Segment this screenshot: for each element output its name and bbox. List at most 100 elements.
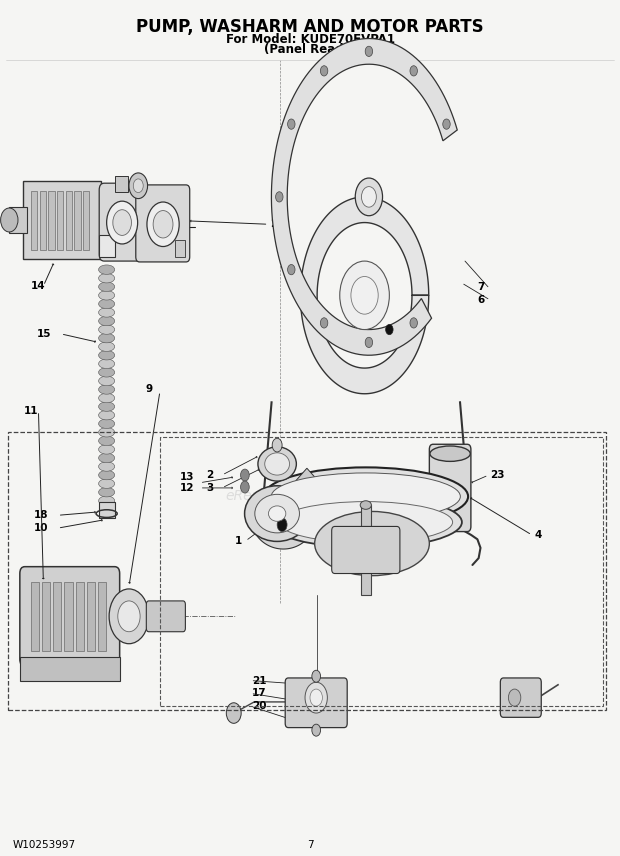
Ellipse shape <box>99 437 115 446</box>
Text: 3: 3 <box>206 483 213 493</box>
Text: 16: 16 <box>306 524 320 534</box>
Circle shape <box>241 481 249 493</box>
Text: 8: 8 <box>353 469 361 479</box>
Bar <box>83 191 89 250</box>
Bar <box>361 505 371 595</box>
Circle shape <box>288 119 295 129</box>
Bar <box>9 207 27 233</box>
Polygon shape <box>293 468 321 499</box>
Ellipse shape <box>99 428 115 437</box>
Bar <box>160 437 603 706</box>
Circle shape <box>443 119 450 129</box>
Text: (Panel Ready): (Panel Ready) <box>264 43 356 56</box>
Text: 5: 5 <box>350 481 358 491</box>
Ellipse shape <box>99 445 115 454</box>
Bar <box>42 582 50 651</box>
Circle shape <box>365 337 373 348</box>
Circle shape <box>288 265 295 275</box>
Ellipse shape <box>430 446 470 461</box>
Polygon shape <box>272 39 458 355</box>
FancyBboxPatch shape <box>500 678 541 717</box>
Text: 7: 7 <box>477 282 485 292</box>
Circle shape <box>113 210 131 235</box>
Ellipse shape <box>244 486 310 542</box>
Circle shape <box>226 703 241 723</box>
Bar <box>8 432 606 710</box>
Circle shape <box>340 261 389 330</box>
Ellipse shape <box>258 447 296 481</box>
FancyBboxPatch shape <box>23 181 101 259</box>
Bar <box>99 502 115 518</box>
Bar <box>76 582 84 651</box>
Bar <box>64 582 73 651</box>
Circle shape <box>312 670 321 682</box>
Ellipse shape <box>255 495 299 532</box>
Text: 12: 12 <box>180 483 194 493</box>
Circle shape <box>355 178 383 216</box>
Bar <box>115 176 128 192</box>
Ellipse shape <box>99 300 115 309</box>
Ellipse shape <box>360 501 371 509</box>
Text: 21: 21 <box>252 675 266 686</box>
Ellipse shape <box>99 377 115 385</box>
Circle shape <box>386 324 393 335</box>
Circle shape <box>118 601 140 632</box>
Bar <box>74 191 81 250</box>
Bar <box>99 235 115 257</box>
Ellipse shape <box>99 496 115 505</box>
Circle shape <box>305 682 327 713</box>
FancyBboxPatch shape <box>332 526 400 574</box>
Text: W10253997: W10253997 <box>12 840 76 850</box>
Ellipse shape <box>99 342 115 352</box>
Ellipse shape <box>271 473 460 520</box>
Circle shape <box>312 724 321 736</box>
Circle shape <box>107 201 138 244</box>
Ellipse shape <box>270 496 462 548</box>
Circle shape <box>275 192 283 202</box>
Text: 7: 7 <box>307 840 313 850</box>
Text: 11: 11 <box>24 406 38 416</box>
Ellipse shape <box>99 410 115 420</box>
Ellipse shape <box>99 368 115 377</box>
Bar <box>66 191 72 250</box>
Text: For Model: KUDE70FVPA1: For Model: KUDE70FVPA1 <box>226 33 394 46</box>
Ellipse shape <box>99 308 115 318</box>
Circle shape <box>508 689 521 706</box>
Polygon shape <box>253 502 316 549</box>
Circle shape <box>272 438 282 452</box>
Text: 15: 15 <box>37 329 51 339</box>
Text: 2: 2 <box>206 470 213 480</box>
Text: 13: 13 <box>180 472 194 482</box>
Bar <box>48 191 55 250</box>
Bar <box>20 657 120 681</box>
Bar <box>31 191 37 250</box>
Ellipse shape <box>99 454 115 462</box>
Ellipse shape <box>99 479 115 488</box>
FancyBboxPatch shape <box>136 185 190 262</box>
Ellipse shape <box>265 453 290 475</box>
Ellipse shape <box>314 512 429 576</box>
Ellipse shape <box>99 462 115 471</box>
Text: 17: 17 <box>252 688 267 698</box>
Circle shape <box>241 469 249 481</box>
FancyBboxPatch shape <box>146 601 185 632</box>
Circle shape <box>365 46 373 56</box>
Polygon shape <box>301 197 429 394</box>
Text: 22: 22 <box>270 219 284 229</box>
Text: 20: 20 <box>252 701 266 711</box>
Ellipse shape <box>279 502 453 543</box>
Ellipse shape <box>99 394 115 403</box>
Bar <box>175 240 185 257</box>
Circle shape <box>361 187 376 207</box>
Text: 6: 6 <box>477 294 485 305</box>
Text: 1: 1 <box>234 536 242 546</box>
Circle shape <box>410 318 417 328</box>
Bar <box>57 191 63 250</box>
Ellipse shape <box>268 506 286 521</box>
Circle shape <box>321 318 328 328</box>
Circle shape <box>109 589 149 644</box>
Ellipse shape <box>99 325 115 335</box>
Circle shape <box>310 689 322 706</box>
Circle shape <box>321 66 328 76</box>
Text: PUMP, WASHARM AND MOTOR PARTS: PUMP, WASHARM AND MOTOR PARTS <box>136 18 484 37</box>
